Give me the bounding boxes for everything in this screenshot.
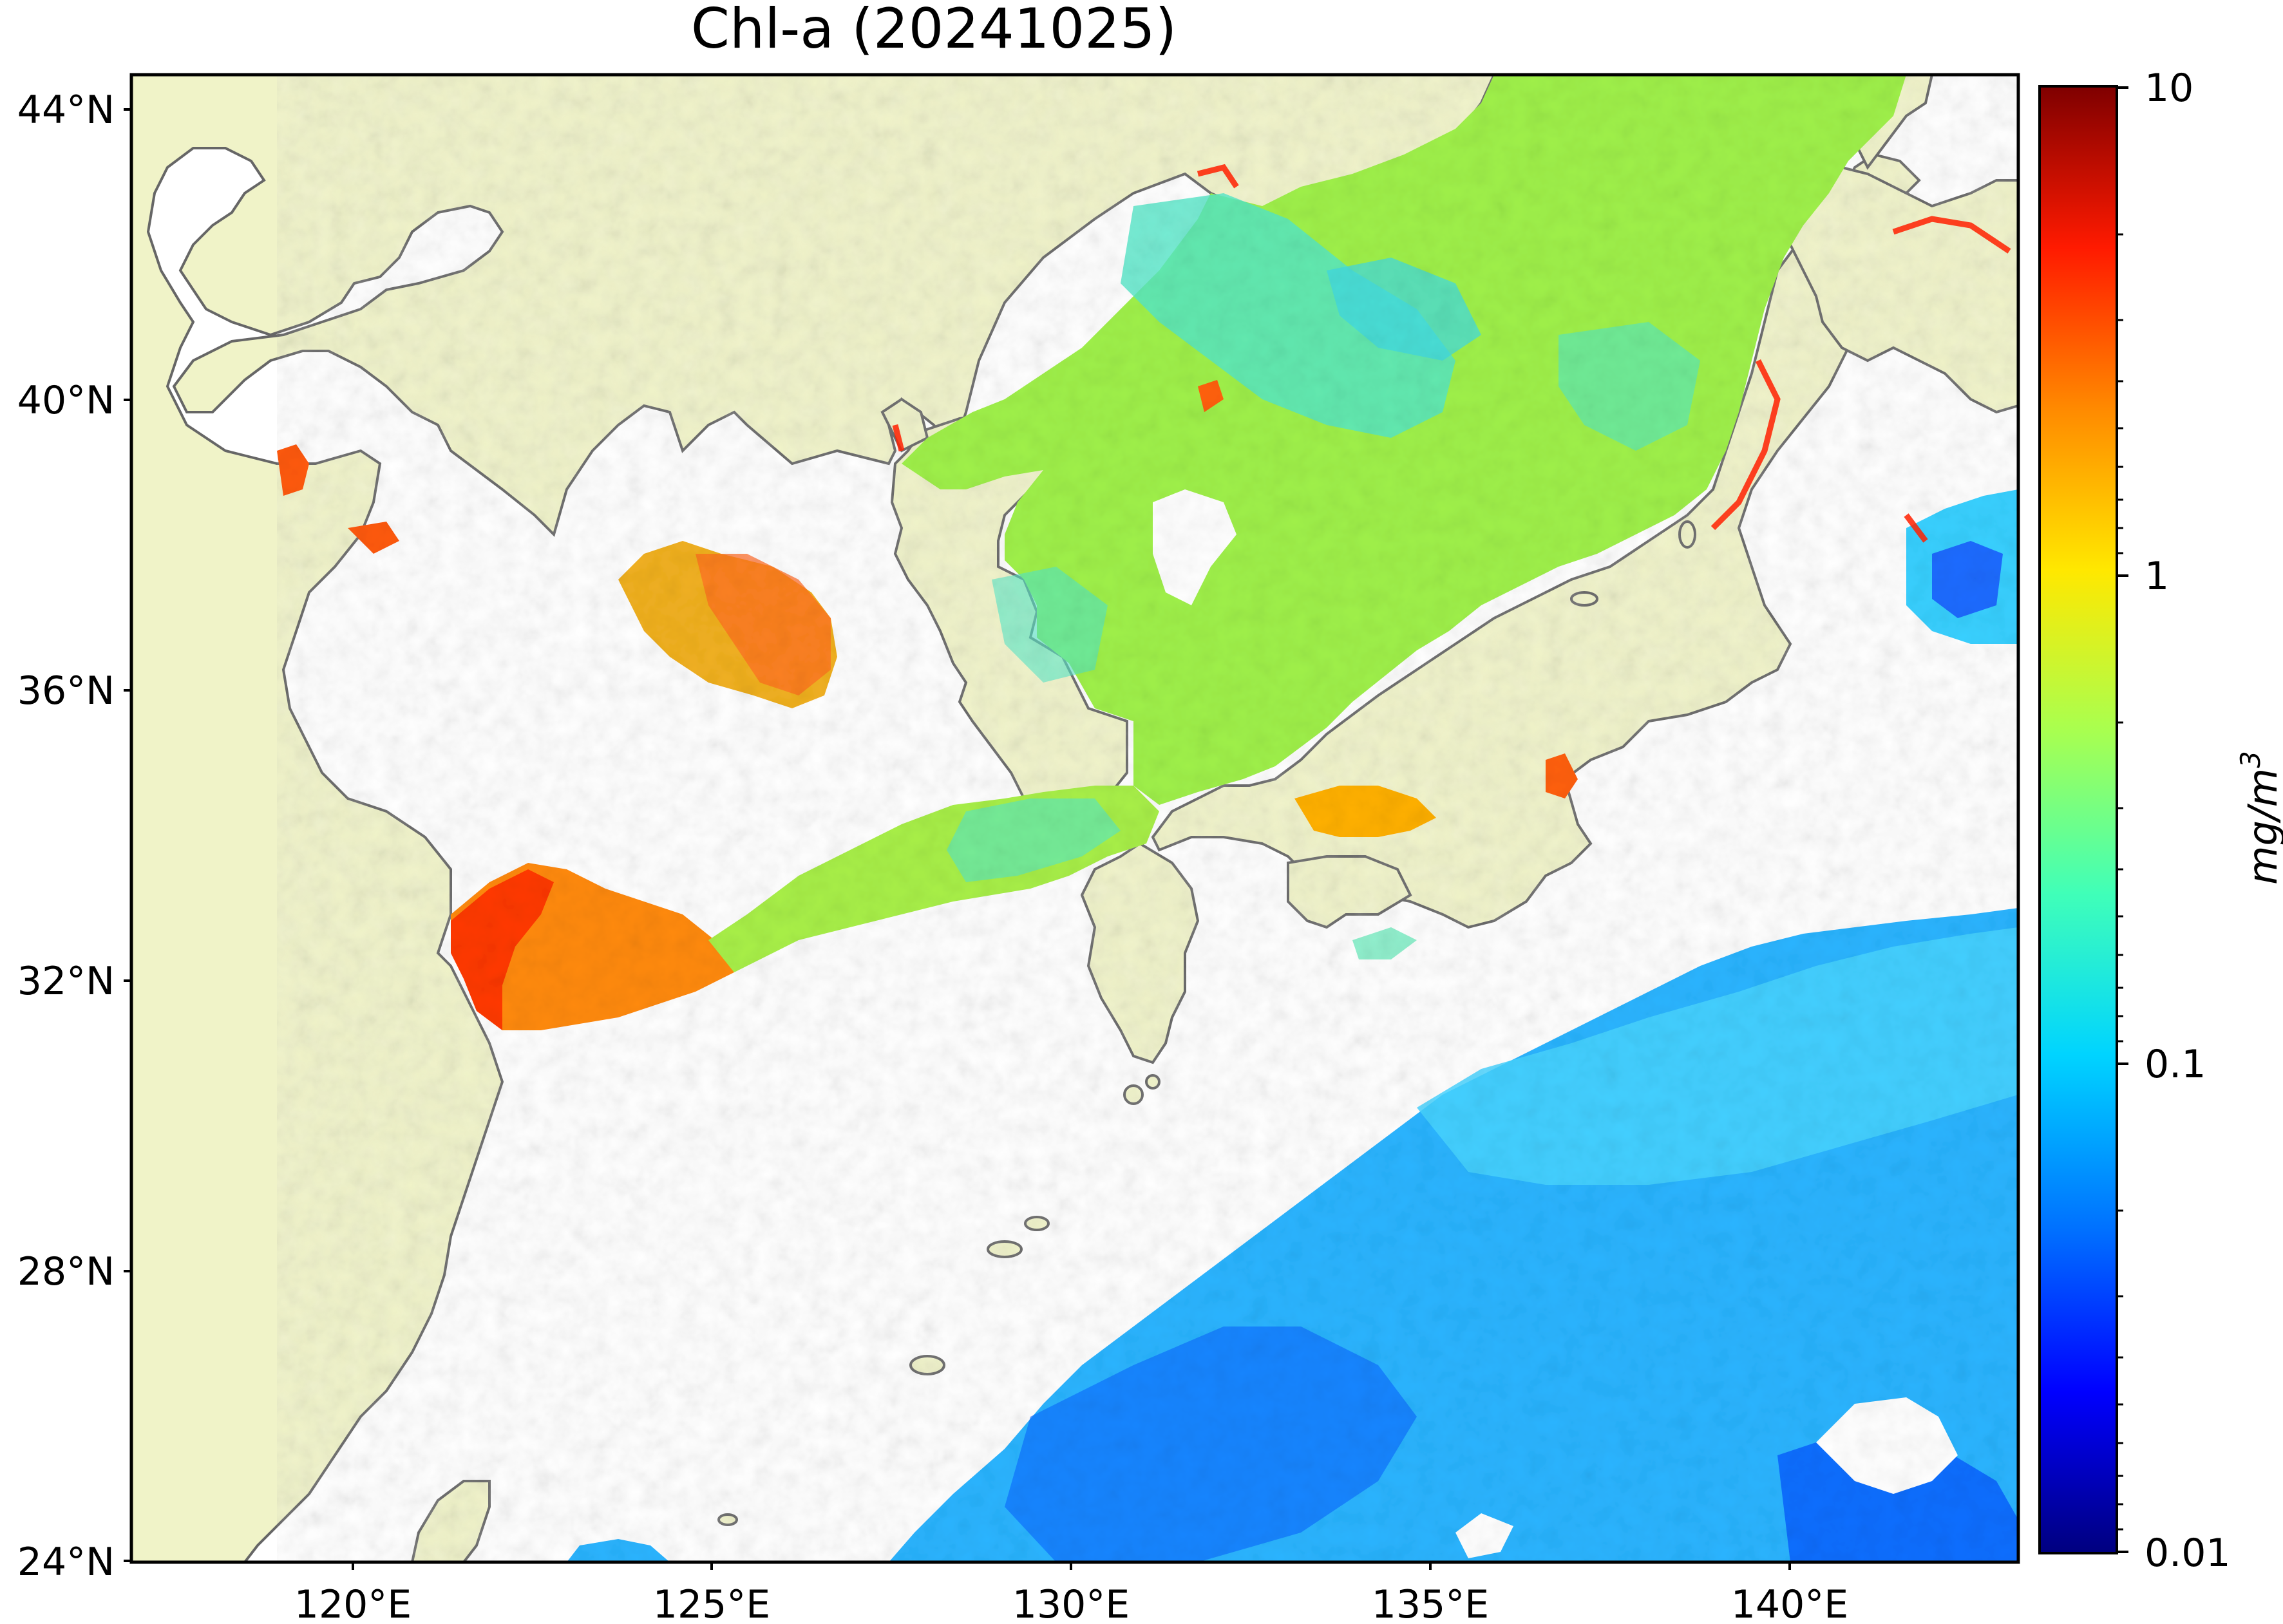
colorbar-tick-label: 0.01 bbox=[2145, 1531, 2231, 1576]
lat-tick-label: 24°N bbox=[17, 1540, 115, 1585]
coastal-high-chl bbox=[892, 164, 2011, 543]
lon-tick-label: 130°E bbox=[1012, 1582, 1130, 1624]
colorbar bbox=[2038, 85, 2118, 1554]
lat-tick-label: 28°N bbox=[17, 1249, 115, 1294]
lon-axis bbox=[352, 1562, 1791, 1570]
colorbar-minor-ticks bbox=[2117, 233, 2123, 1531]
colorbar-unit: mg/m bbox=[2239, 768, 2283, 885]
colorbar-tick-label: 0.1 bbox=[2145, 1042, 2206, 1087]
lat-tick-label: 36°N bbox=[17, 668, 115, 713]
colorbar-unit-exponent: 3 bbox=[2235, 751, 2266, 768]
colorbar-tick-label: 10 bbox=[2145, 66, 2193, 111]
lon-tick-label: 135°E bbox=[1372, 1582, 1489, 1624]
lon-tick-label: 120°E bbox=[294, 1582, 412, 1624]
map-title: Chl-a (20241025) bbox=[690, 0, 1177, 61]
plot-frame bbox=[129, 73, 2020, 1564]
lat-axis bbox=[124, 108, 131, 1562]
colorbar-tick-label: 1 bbox=[2145, 554, 2169, 599]
sea-of-japan-chl bbox=[902, 75, 1906, 805]
lat-tick-label: 32°N bbox=[17, 959, 115, 1004]
lon-tick-label: 125°E bbox=[653, 1582, 770, 1624]
lon-tick-label: 140°E bbox=[1731, 1582, 1848, 1624]
colorbar-ticks bbox=[2117, 86, 2128, 1553]
colorbar-unit-label: mg/m3 bbox=[2235, 751, 2283, 885]
lat-tick-label: 40°N bbox=[17, 378, 115, 423]
lat-tick-label: 44°N bbox=[17, 88, 115, 133]
chlorophyll-field bbox=[277, 75, 2018, 1562]
